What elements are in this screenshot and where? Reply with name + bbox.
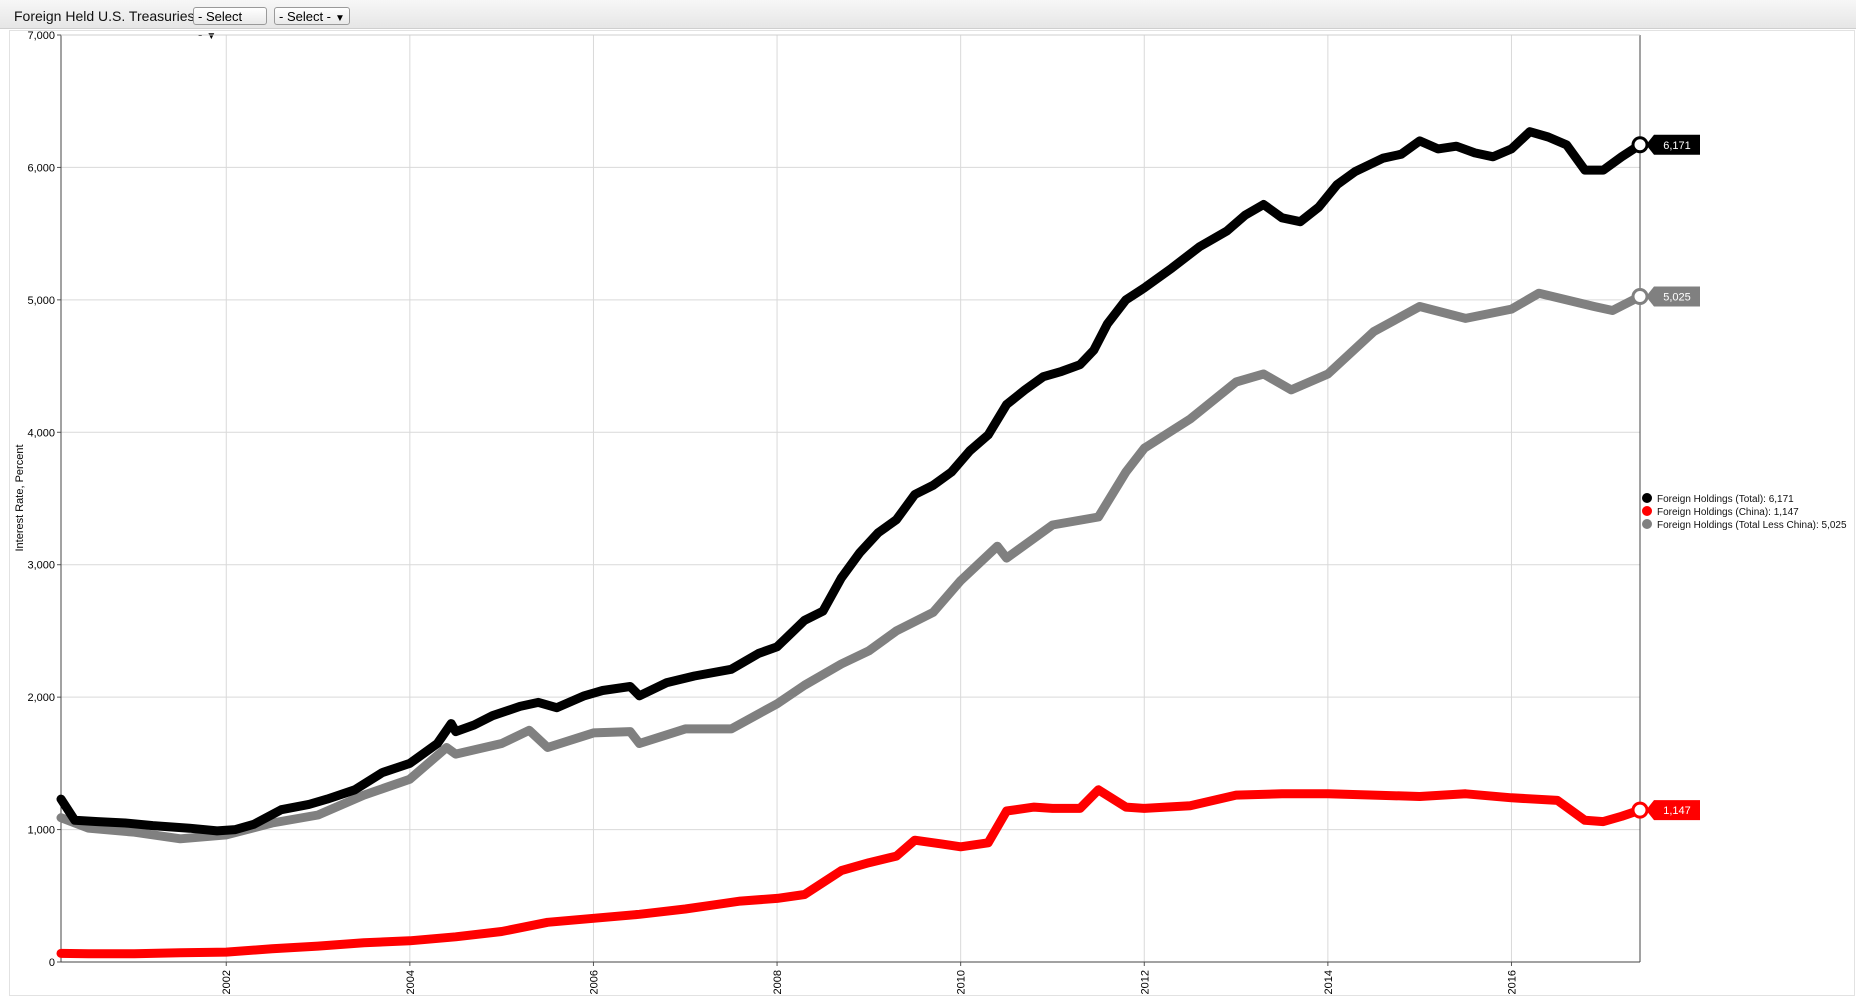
y-tick-label: 7,000 — [27, 30, 55, 42]
series-lines — [56, 127, 1645, 959]
legend: Foreign Holdings (Total): 6,171 Foreign H… — [1642, 493, 1847, 531]
legend-swatch — [1642, 519, 1652, 529]
chart-title: Foreign Held U.S. Treasuries — [14, 8, 195, 24]
series-end-tag — [1646, 800, 1700, 821]
chevron-down-icon: ▼ — [206, 31, 217, 42]
x-tick-label: 2002 — [221, 970, 233, 994]
legend-entry: Foreign Holdings (Total): 6,171 — [1657, 494, 1794, 505]
y-tick-label: 4,000 — [27, 427, 55, 439]
series-line — [56, 785, 1645, 959]
y-tick-label: 3,000 — [27, 560, 55, 572]
chart-frame — [9, 30, 1855, 996]
series-end-value: 5,025 — [1663, 292, 1691, 304]
series-line — [56, 288, 1645, 844]
legend-swatch — [1642, 506, 1652, 516]
series-end-value: 6,171 — [1663, 140, 1691, 152]
y-tick-label: 5,000 — [27, 295, 55, 307]
series-end-tag — [1646, 286, 1700, 307]
y-tick-label: 6,000 — [27, 162, 55, 174]
series-end-marker — [1631, 801, 1649, 819]
legend-entry: Foreign Holdings (Total Less China): 5,0… — [1657, 520, 1847, 531]
series-end-tag — [1646, 134, 1700, 155]
x-tick-label: 2016 — [1506, 970, 1518, 994]
select-dropdown-2-label: - Select - — [279, 9, 332, 24]
y-tick-label: 2,000 — [27, 692, 55, 704]
x-tick-label: 2004 — [405, 970, 417, 994]
y-tick-label: 1,000 — [27, 825, 55, 837]
y-axis-label: Interest Rate, Percent — [14, 445, 26, 552]
toolbar: Foreign Held U.S. Treasuries - Select -▼… — [0, 0, 1856, 42]
x-tick-label: 2012 — [1139, 970, 1151, 994]
select-dropdown-2[interactable]: - Select - ▼ — [274, 7, 350, 25]
x-tick-label: 2014 — [1323, 970, 1335, 994]
y-tick-label: 0 — [49, 957, 55, 969]
series-line — [56, 127, 1645, 836]
x-tick-label: 2010 — [956, 970, 968, 994]
series-end-value: 1,147 — [1663, 805, 1691, 817]
end-labels: 6,171 1,147 5,025 — [1631, 134, 1700, 821]
x-tick-label: 2008 — [772, 970, 784, 994]
series-end-marker — [1631, 288, 1649, 306]
axes: 0 1,000 2,000 3,000 4,000 5,000 6,000 7,000 2002… — [14, 30, 1641, 994]
legend-swatch — [1642, 493, 1652, 503]
legend-entry: Foreign Holdings (China): 1,147 — [1657, 507, 1799, 518]
x-tick-label: 2006 — [588, 970, 600, 994]
series-end-marker — [1631, 136, 1649, 154]
chevron-down-icon: ▼ — [335, 13, 345, 24]
